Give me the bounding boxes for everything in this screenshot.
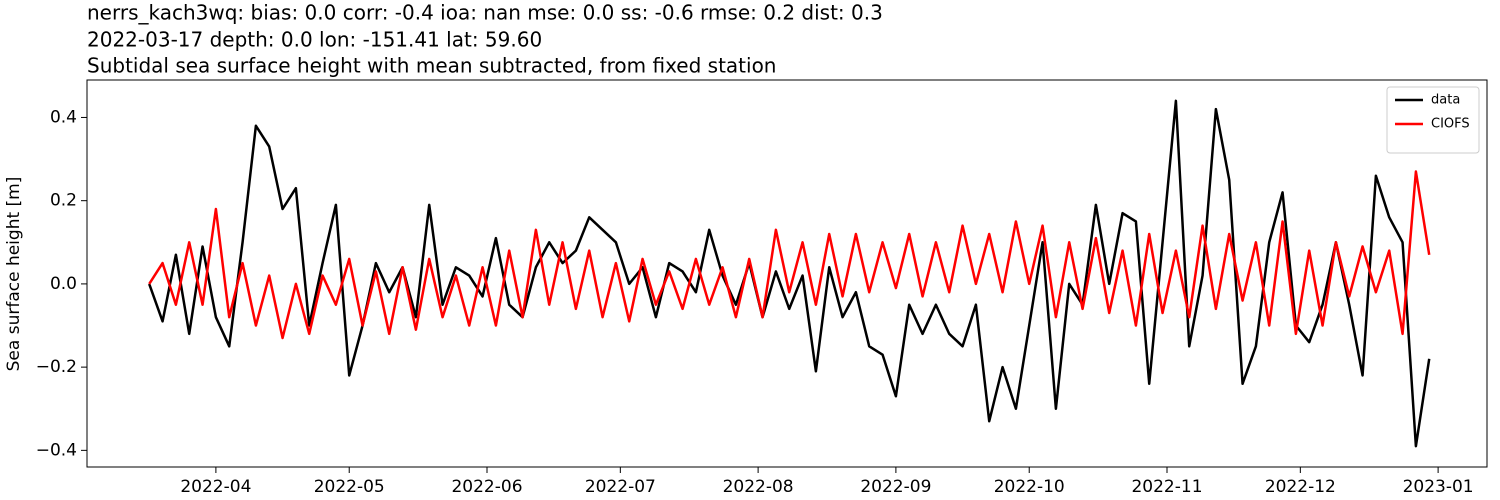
- chart-description: Subtidal sea surface height with mean su…: [87, 54, 776, 78]
- y-tick-label: 0.2: [50, 191, 77, 211]
- legend-label: data: [1431, 93, 1460, 108]
- x-tick-label: 2022-12: [1265, 477, 1336, 497]
- legend-label: CIOFS: [1431, 117, 1470, 132]
- x-tick-label: 2022-06: [451, 477, 522, 497]
- x-tick-label: 2022-04: [180, 477, 251, 497]
- y-tick-label: −0.4: [36, 440, 77, 460]
- y-tick-label: 0.0: [50, 274, 77, 294]
- x-tick-label: 2022-07: [585, 477, 656, 497]
- chart-subtitle: 2022-03-17 depth: 0.0 lon: -151.41 lat: …: [87, 28, 542, 52]
- chart-title: nerrs_kach3wq: bias: 0.0 corr: -0.4 ioa:…: [87, 1, 883, 25]
- x-tick-label: 2022-08: [723, 477, 794, 497]
- y-tick-label: −0.2: [36, 357, 77, 377]
- x-tick-label: 2023-01: [1403, 477, 1474, 497]
- legend-box: [1386, 86, 1480, 154]
- y-tick-label: 0.4: [50, 107, 77, 127]
- plot-frame: [86, 79, 1488, 468]
- x-tick-label: 2022-10: [994, 477, 1065, 497]
- y-axis-label: Sea surface height [m]: [4, 177, 24, 372]
- series-line: [148, 170, 1431, 340]
- x-tick-label: 2022-05: [314, 477, 385, 497]
- x-tick-label: 2022-09: [860, 477, 931, 497]
- x-tick-label: 2022-11: [1131, 477, 1202, 497]
